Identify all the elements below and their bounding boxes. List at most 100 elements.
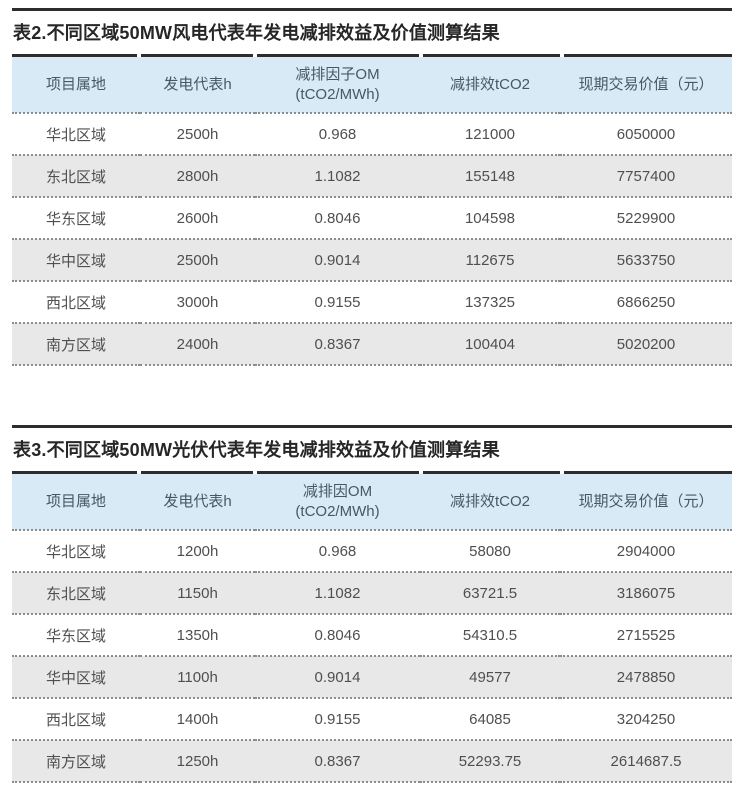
region-cell: 华东区域 xyxy=(12,614,140,657)
table-top-rule xyxy=(12,425,732,428)
table-title: 表2.不同区域50MW风电代表年发电减排效益及价值测算结果 xyxy=(13,23,500,43)
table-row: 华北区域 2500h 0.968 121000 6050000 xyxy=(12,113,732,156)
table-row: 华北区域 1200h 0.968 58080 2904000 xyxy=(12,530,732,573)
value-cell: 112675 xyxy=(420,239,560,282)
rule-segment xyxy=(564,471,732,474)
value-cell: 52293.75 xyxy=(420,740,560,783)
data-table: 项目属地 发电代表h 减排因子OM (tCO2/MWh) 减排效tCO2 现期交易价值（… xyxy=(12,57,732,366)
region-cell: 东北区域 xyxy=(12,572,140,615)
value-cell: 58080 xyxy=(420,530,560,573)
data-table-section: 表3.不同区域50MW光伏代表年发电减排效益及价值测算结果 项目属地 发电代表h 减… xyxy=(12,425,732,783)
column-header: 发电代表h xyxy=(140,57,255,114)
value-cell: 3186075 xyxy=(560,572,732,615)
value-cell: 2614687.5 xyxy=(560,740,732,783)
value-cell: 5633750 xyxy=(560,239,732,282)
value-cell: 1.1082 xyxy=(255,572,420,615)
data-table-section: 表2.不同区域50MW风电代表年发电减排效益及价值测算结果 项目属地 发电代表h 减… xyxy=(12,8,732,366)
table-body: 华北区域 2500h 0.968 121000 6050000 东北区域 2800h 1.10… xyxy=(12,113,732,366)
rule-segment xyxy=(257,54,419,57)
column-header: 减排因OM (tCO2/MWh) xyxy=(255,474,420,531)
tables-container: 表2.不同区域50MW风电代表年发电减排效益及价值测算结果 项目属地 发电代表h 减… xyxy=(12,8,732,783)
value-cell: 2600h xyxy=(140,197,255,240)
table-header-row: 项目属地 发电代表h 减排因子OM (tCO2/MWh) 减排效tCO2 现期交易价值（… xyxy=(12,57,732,114)
table-row: 南方区域 2400h 0.8367 100404 5020200 xyxy=(12,323,732,366)
table-row: 西北区域 3000h 0.9155 137325 6866250 xyxy=(12,281,732,324)
value-cell: 2400h xyxy=(140,323,255,366)
region-cell: 南方区域 xyxy=(12,323,140,366)
value-cell: 3204250 xyxy=(560,698,732,741)
value-cell: 121000 xyxy=(420,113,560,156)
rule-segment xyxy=(12,54,137,57)
region-cell: 华北区域 xyxy=(12,530,140,573)
header-top-rule xyxy=(12,54,732,57)
table-body: 华北区域 1200h 0.968 58080 2904000 东北区域 1150h 1.108… xyxy=(12,530,732,783)
rule-segment xyxy=(257,471,419,474)
table-row: 华中区域 1100h 0.9014 49577 2478850 xyxy=(12,656,732,699)
region-cell: 华中区域 xyxy=(12,656,140,699)
rule-segment xyxy=(141,54,253,57)
value-cell: 2904000 xyxy=(560,530,732,573)
value-cell: 100404 xyxy=(420,323,560,366)
rule-segment xyxy=(423,471,560,474)
table-row: 华东区域 2600h 0.8046 104598 5229900 xyxy=(12,197,732,240)
column-header: 现期交易价值（元） xyxy=(560,57,732,114)
value-cell: 0.968 xyxy=(255,113,420,156)
region-cell: 西北区域 xyxy=(12,698,140,741)
table-top-rule xyxy=(12,8,732,11)
value-cell: 0.8046 xyxy=(255,197,420,240)
rule-segment xyxy=(564,54,732,57)
column-header: 项目属地 xyxy=(12,57,140,114)
value-cell: 1.1082 xyxy=(255,155,420,198)
table-row: 东北区域 2800h 1.1082 155148 7757400 xyxy=(12,155,732,198)
value-cell: 2500h xyxy=(140,113,255,156)
value-cell: 5020200 xyxy=(560,323,732,366)
table-title: 表3.不同区域50MW光伏代表年发电减排效益及价值测算结果 xyxy=(13,440,500,460)
region-cell: 南方区域 xyxy=(12,740,140,783)
value-cell: 0.8046 xyxy=(255,614,420,657)
value-cell: 104598 xyxy=(420,197,560,240)
value-cell: 63721.5 xyxy=(420,572,560,615)
table-row: 华东区域 1350h 0.8046 54310.5 2715525 xyxy=(12,614,732,657)
value-cell: 3000h xyxy=(140,281,255,324)
value-cell: 6050000 xyxy=(560,113,732,156)
value-cell: 0.8367 xyxy=(255,740,420,783)
value-cell: 0.8367 xyxy=(255,323,420,366)
table-row: 西北区域 1400h 0.9155 64085 3204250 xyxy=(12,698,732,741)
region-cell: 华北区域 xyxy=(12,113,140,156)
value-cell: 49577 xyxy=(420,656,560,699)
column-header: 现期交易价值（元） xyxy=(560,474,732,531)
value-cell: 1350h xyxy=(140,614,255,657)
value-cell: 2500h xyxy=(140,239,255,282)
column-header: 减排因子OM (tCO2/MWh) xyxy=(255,57,420,114)
column-header: 减排效tCO2 xyxy=(420,474,560,531)
value-cell: 155148 xyxy=(420,155,560,198)
value-cell: 64085 xyxy=(420,698,560,741)
value-cell: 2715525 xyxy=(560,614,732,657)
rule-segment xyxy=(141,471,253,474)
region-cell: 华东区域 xyxy=(12,197,140,240)
value-cell: 1250h xyxy=(140,740,255,783)
value-cell: 1150h xyxy=(140,572,255,615)
header-top-rule xyxy=(12,471,732,474)
column-header: 项目属地 xyxy=(12,474,140,531)
table-header-row: 项目属地 发电代表h 减排因OM (tCO2/MWh) 减排效tCO2 现期交易价值（元… xyxy=(12,474,732,531)
value-cell: 1100h xyxy=(140,656,255,699)
rule-segment xyxy=(423,54,560,57)
data-table: 项目属地 发电代表h 减排因OM (tCO2/MWh) 减排效tCO2 现期交易价值（元… xyxy=(12,474,732,783)
table-row: 南方区域 1250h 0.8367 52293.75 2614687.5 xyxy=(12,740,732,783)
region-cell: 东北区域 xyxy=(12,155,140,198)
value-cell: 1400h xyxy=(140,698,255,741)
rule-segment xyxy=(12,471,137,474)
value-cell: 5229900 xyxy=(560,197,732,240)
value-cell: 6866250 xyxy=(560,281,732,324)
table-header: 项目属地 发电代表h 减排因OM (tCO2/MWh) 减排效tCO2 现期交易价值（元… xyxy=(12,474,732,531)
region-cell: 西北区域 xyxy=(12,281,140,324)
table-header: 项目属地 发电代表h 减排因子OM (tCO2/MWh) 减排效tCO2 现期交易价值（… xyxy=(12,57,732,114)
table-row: 华中区域 2500h 0.9014 112675 5633750 xyxy=(12,239,732,282)
column-header: 发电代表h xyxy=(140,474,255,531)
value-cell: 54310.5 xyxy=(420,614,560,657)
value-cell: 0.9155 xyxy=(255,281,420,324)
value-cell: 0.9014 xyxy=(255,656,420,699)
value-cell: 0.968 xyxy=(255,530,420,573)
